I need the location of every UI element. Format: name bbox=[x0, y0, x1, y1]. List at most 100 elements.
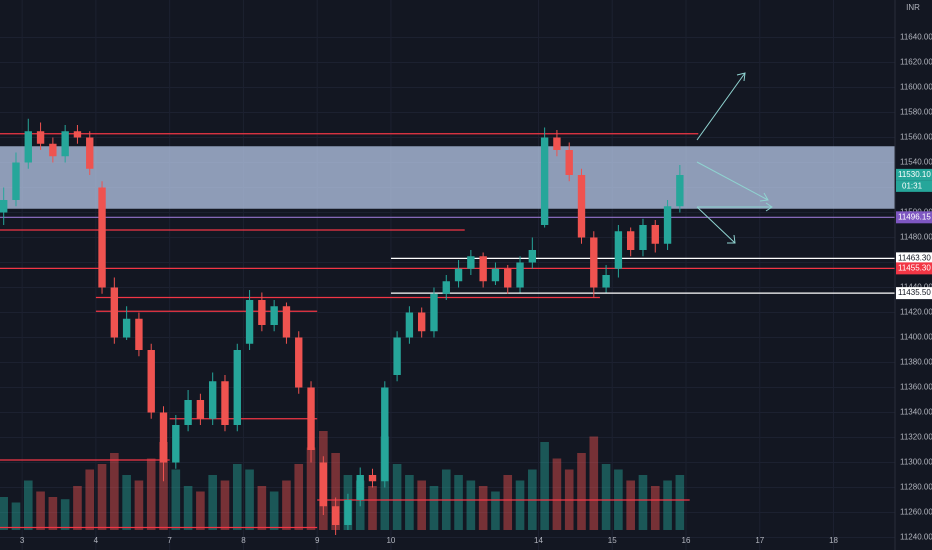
price-label: 11496.15 bbox=[898, 212, 931, 221]
arrow-head bbox=[765, 202, 773, 212]
candle-body bbox=[553, 137, 561, 150]
candle-body bbox=[98, 187, 106, 288]
volume-bar bbox=[159, 442, 168, 530]
candle-body bbox=[639, 225, 647, 250]
price-label-box bbox=[896, 252, 932, 265]
candle-body bbox=[590, 237, 598, 288]
volume-bar bbox=[306, 447, 316, 530]
candle-body bbox=[36, 131, 45, 144]
volume-bar bbox=[73, 486, 82, 530]
volume-bar bbox=[589, 436, 599, 530]
candle-body bbox=[331, 506, 340, 525]
y-tick-label: 11380.00 bbox=[900, 358, 932, 367]
volume-bar bbox=[11, 502, 21, 530]
volume-bar bbox=[183, 486, 193, 530]
y-tick-label: 11640.00 bbox=[900, 33, 932, 42]
y-tick-label: 11300.00 bbox=[900, 458, 932, 467]
candle-body bbox=[295, 337, 303, 388]
price-label-box bbox=[896, 211, 932, 224]
volume-bar bbox=[134, 480, 144, 530]
volume-bar bbox=[675, 475, 685, 530]
candle-body bbox=[258, 300, 266, 325]
volume-bar bbox=[638, 475, 648, 530]
x-tick-label: 3 bbox=[20, 536, 25, 545]
arrow bbox=[696, 206, 736, 244]
candle-body bbox=[381, 387, 389, 482]
candle-body bbox=[86, 137, 94, 169]
volume-bar bbox=[282, 480, 291, 530]
arrows bbox=[696, 72, 773, 244]
x-tick-label: 9 bbox=[315, 536, 320, 545]
candle-body bbox=[172, 425, 180, 463]
candle-body bbox=[245, 300, 254, 344]
candle-body bbox=[602, 275, 610, 288]
arrow-head bbox=[736, 72, 746, 82]
zone bbox=[0, 146, 895, 209]
price-label-box bbox=[896, 168, 932, 181]
candle-body bbox=[307, 387, 315, 450]
volume-bar bbox=[269, 491, 279, 530]
candle-body bbox=[319, 462, 328, 507]
volume-bar bbox=[208, 475, 217, 530]
candle-body bbox=[368, 475, 377, 482]
x-tick-label: 4 bbox=[94, 536, 99, 545]
volume-bar bbox=[331, 453, 340, 530]
volume-bar bbox=[626, 480, 635, 530]
candle-body bbox=[417, 312, 426, 332]
volume-bar bbox=[478, 486, 488, 530]
x-tick-label: 10 bbox=[386, 536, 395, 545]
volume-bar bbox=[23, 480, 33, 530]
y-tick-label: 11440.00 bbox=[900, 283, 932, 292]
candle-body bbox=[73, 131, 82, 138]
x-tick-label: 18 bbox=[829, 536, 838, 545]
candle-body bbox=[110, 287, 119, 338]
volume-bar bbox=[0, 497, 8, 530]
volume-bar bbox=[540, 442, 549, 530]
candle-body bbox=[344, 500, 352, 525]
y-tick-label: 11280.00 bbox=[900, 483, 932, 492]
candle-body bbox=[540, 137, 549, 225]
volume-bar bbox=[171, 469, 181, 530]
volume-bar bbox=[454, 475, 463, 530]
candle-body bbox=[528, 250, 537, 263]
candles-layer bbox=[0, 118, 684, 535]
countdown-box bbox=[896, 180, 932, 192]
candle-body bbox=[393, 337, 401, 375]
candle-body bbox=[270, 306, 278, 325]
volume-bar bbox=[257, 486, 267, 530]
candle-body bbox=[405, 312, 414, 338]
volume-bar bbox=[245, 469, 254, 530]
candle-body bbox=[12, 162, 20, 200]
candle-body bbox=[626, 231, 635, 250]
volume-bar bbox=[650, 486, 660, 530]
y-tick-label: 11560.00 bbox=[900, 133, 932, 142]
volume-bar bbox=[146, 458, 156, 530]
candle-body bbox=[504, 268, 512, 288]
candle-body bbox=[147, 350, 155, 413]
volume-bar bbox=[601, 464, 611, 530]
candle-body bbox=[196, 400, 205, 419]
volume-bar bbox=[503, 475, 513, 530]
price-label: 11530.10 bbox=[898, 170, 931, 179]
candle-body bbox=[479, 256, 487, 282]
y-tick-label: 11540.00 bbox=[900, 158, 932, 167]
candle-body bbox=[442, 281, 450, 294]
candle-body bbox=[0, 200, 8, 213]
volume-bar bbox=[466, 480, 476, 530]
volume-bar bbox=[60, 499, 70, 530]
volume-bar bbox=[552, 458, 562, 530]
volume-bar bbox=[196, 491, 205, 530]
x-tick-label: 8 bbox=[241, 536, 246, 545]
volume-bar bbox=[110, 453, 119, 530]
candle-body bbox=[614, 231, 623, 269]
volume-bar bbox=[577, 453, 586, 530]
price-label: 11435.50 bbox=[898, 288, 931, 297]
candle-body bbox=[467, 256, 475, 269]
candle-body bbox=[356, 475, 364, 500]
candle-body bbox=[221, 381, 229, 425]
y-tick-label: 11360.00 bbox=[900, 383, 932, 392]
price-label-box bbox=[896, 262, 932, 275]
candle-body bbox=[24, 131, 32, 163]
